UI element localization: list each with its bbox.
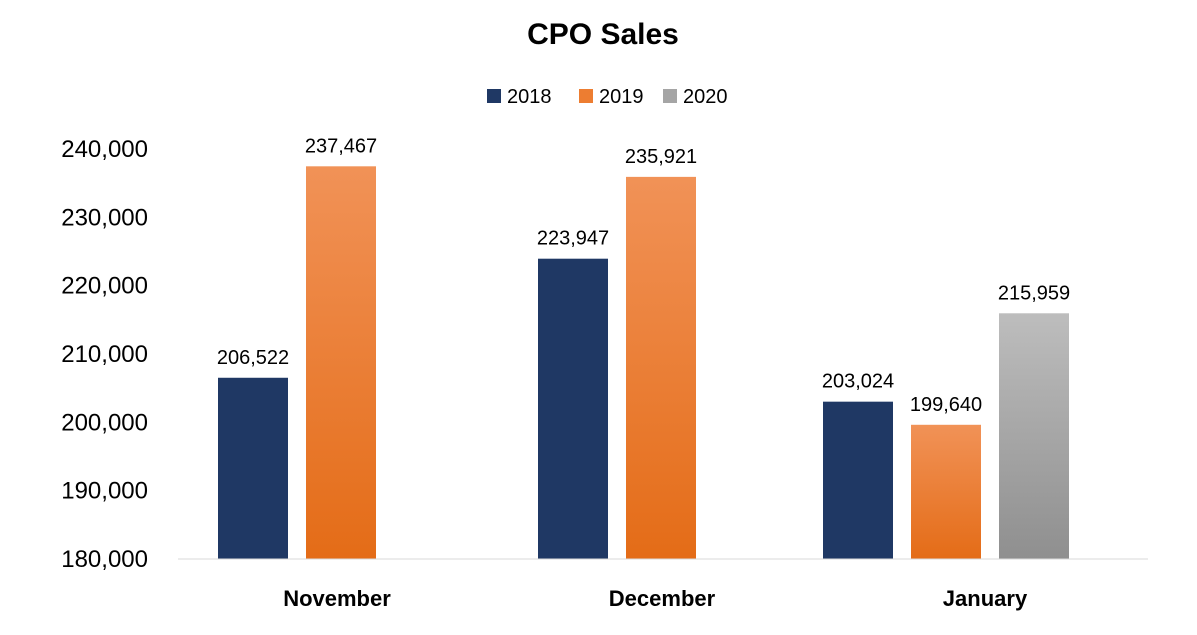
legend-label-2019: 2019 — [599, 86, 644, 108]
bar-november-2018 — [218, 377, 288, 559]
y-tick-label: 210,000 — [61, 341, 148, 368]
data-label-january-2020: 215,959 — [998, 282, 1070, 304]
y-tick-label: 240,000 — [61, 136, 148, 163]
legend-swatch-2020 — [663, 89, 677, 103]
y-tick-label: 190,000 — [61, 478, 148, 505]
legend-swatch-2018 — [487, 89, 501, 103]
y-tick-label: 220,000 — [61, 273, 148, 300]
bar-november-2019 — [306, 166, 376, 559]
data-label-december-2018: 223,947 — [537, 228, 609, 250]
x-tick-label-january: January — [943, 586, 1028, 611]
bar-december-2018 — [538, 258, 608, 559]
data-label-december-2019: 235,921 — [625, 146, 697, 168]
data-label-january-2018: 203,024 — [822, 371, 894, 393]
chart-legend: 2018 2019 2020 — [487, 86, 728, 108]
y-tick-label: 180,000 — [61, 546, 148, 573]
legend-label-2018: 2018 — [507, 86, 552, 108]
plot-area: 206,522 237,467 223,947 235,921 203,024 199,6… — [178, 135, 1148, 560]
x-tick-label-december: December — [609, 586, 716, 611]
x-axis: November December January — [283, 586, 1028, 611]
chart-title: CPO Sales — [527, 18, 679, 51]
legend-label-2020: 2020 — [683, 86, 728, 108]
y-tick-label: 200,000 — [61, 409, 148, 436]
bar-december-2019 — [626, 176, 696, 559]
data-label-november-2018: 206,522 — [217, 347, 289, 369]
bar-january-2020 — [999, 313, 1069, 559]
legend-swatch-2019 — [579, 89, 593, 103]
bar-january-2018 — [823, 401, 893, 559]
data-label-november-2019: 237,467 — [305, 135, 377, 157]
x-tick-label-november: November — [283, 586, 391, 611]
data-label-january-2019: 199,640 — [910, 394, 982, 416]
bar-january-2019 — [911, 424, 981, 559]
y-axis: 180,000 190,000 200,000 210,000 220,000 230,0… — [61, 136, 148, 573]
y-tick-label: 230,000 — [61, 204, 148, 231]
